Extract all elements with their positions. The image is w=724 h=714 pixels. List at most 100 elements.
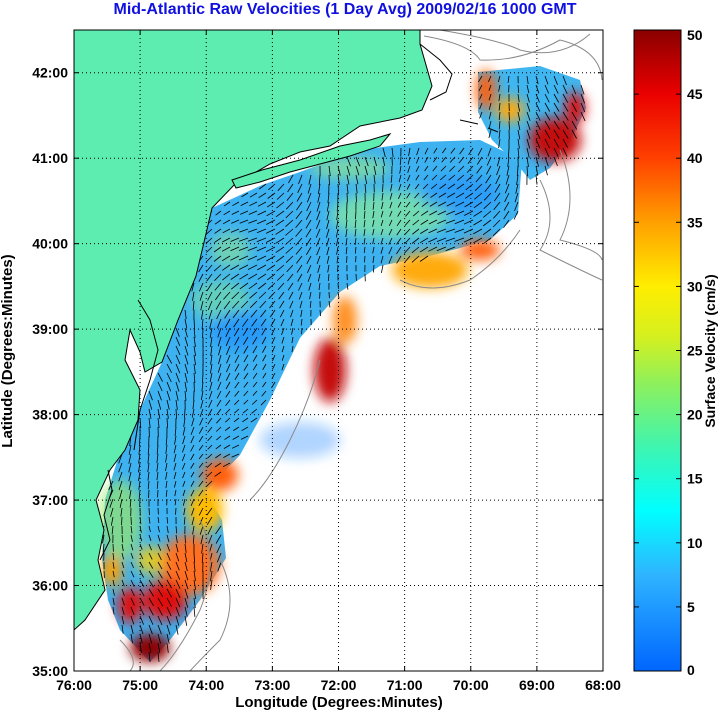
velocity-vector (139, 633, 143, 644)
velocity-vector (346, 255, 348, 263)
velocity-vector (183, 417, 186, 427)
velocity-vector (544, 147, 550, 158)
velocity-vector (517, 120, 521, 131)
velocity-vector (257, 273, 267, 280)
velocity-vector (403, 246, 411, 254)
velocity-vector (389, 210, 393, 217)
velocity-vector (215, 525, 222, 535)
velocity-vector (517, 102, 520, 112)
velocity-vectors (101, 75, 586, 662)
velocity-vector (198, 426, 204, 434)
velocity-vector (192, 525, 195, 535)
velocity-vector (130, 561, 134, 569)
velocity-vector (328, 300, 331, 308)
velocity-vector (423, 174, 429, 181)
velocity-vector (175, 588, 181, 599)
velocity-vector (503, 201, 510, 211)
velocity-vector (268, 183, 276, 191)
velocity-vector (210, 363, 213, 374)
velocity-vector (306, 201, 312, 212)
velocity-vector (184, 372, 188, 383)
velocity-vector (493, 201, 501, 211)
velocity-vector (464, 201, 474, 208)
velocity-vector (112, 597, 115, 606)
velocity-vector (241, 309, 249, 318)
velocity-vector (148, 552, 153, 560)
velocity-vector (256, 246, 267, 252)
velocity-vector (225, 417, 231, 423)
velocity-vector (198, 489, 204, 497)
velocity-vector (580, 102, 586, 113)
velocity-vector (275, 219, 285, 226)
velocity-vector (157, 390, 162, 401)
velocity-vector (286, 201, 294, 210)
velocity-vector (258, 291, 267, 299)
velocity-vector (234, 408, 240, 414)
velocity-vector (214, 291, 222, 301)
velocity-vector (226, 345, 231, 355)
velocity-vector (239, 282, 249, 290)
velocity-vector (488, 129, 492, 139)
velocity-vector (166, 642, 169, 653)
colorbar-tick-label: 40 (687, 150, 703, 166)
velocity-vector (191, 282, 195, 292)
velocity-vector (498, 84, 501, 92)
velocity-vector (287, 273, 294, 282)
velocity-vector (193, 363, 196, 374)
velocity-vector (230, 228, 240, 233)
grid-lines (74, 30, 603, 671)
velocity-vector (251, 327, 258, 336)
velocity-vector (261, 327, 267, 336)
velocity-vector (215, 453, 222, 459)
velocity-vector (473, 201, 483, 209)
velocity-vector (199, 516, 204, 526)
velocity-vector (405, 210, 411, 217)
velocity-vector (496, 156, 501, 167)
velocity-vector (526, 120, 531, 131)
velocity-vector (544, 120, 551, 130)
velocity-vector (477, 147, 483, 156)
velocity-vector (157, 588, 164, 598)
velocity-vector (206, 282, 213, 292)
colorbar-tick-label: 35 (687, 214, 703, 230)
velocity-vector (192, 291, 195, 301)
velocity-vector (182, 480, 186, 487)
velocity-vector (414, 183, 420, 190)
velocity-vector (166, 579, 172, 589)
velocity-vector (526, 111, 531, 121)
velocity-vector (355, 210, 357, 220)
velocity-vector (138, 453, 141, 464)
velocity-vector (488, 111, 492, 120)
velocity-vector (250, 309, 258, 318)
velocity-vector (166, 372, 172, 383)
velocity-vector (526, 147, 530, 158)
velocity-vector (457, 174, 465, 181)
velocity-vector (222, 237, 231, 243)
velocity-vector (309, 291, 312, 300)
velocity-vector (441, 147, 447, 154)
velocity-vector (147, 462, 150, 473)
velocity-vector (206, 516, 213, 526)
velocity-vector (535, 102, 541, 112)
velocity-vector (221, 246, 231, 252)
velocity-vector (440, 165, 447, 172)
velocity-vector (118, 480, 123, 491)
velocity-vector (121, 516, 123, 526)
velocity-vector (286, 264, 294, 273)
velocity-vector (419, 246, 429, 253)
velocity-vector (275, 246, 285, 253)
velocity-vector (404, 228, 411, 236)
velocity-vector (147, 444, 150, 455)
velocity-vector (526, 93, 530, 103)
velocity-vector (295, 246, 303, 255)
velocity-vector (391, 147, 394, 157)
velocity-vector (257, 210, 267, 216)
x-tick-label: 69:00 (519, 677, 555, 693)
velocity-vector (201, 552, 204, 563)
velocity-vector (147, 480, 150, 490)
velocity-vector (248, 273, 258, 280)
velocity-vector (130, 597, 135, 606)
velocity-vector (234, 336, 240, 346)
velocity-vector (208, 399, 213, 408)
velocity-vector (205, 255, 213, 263)
